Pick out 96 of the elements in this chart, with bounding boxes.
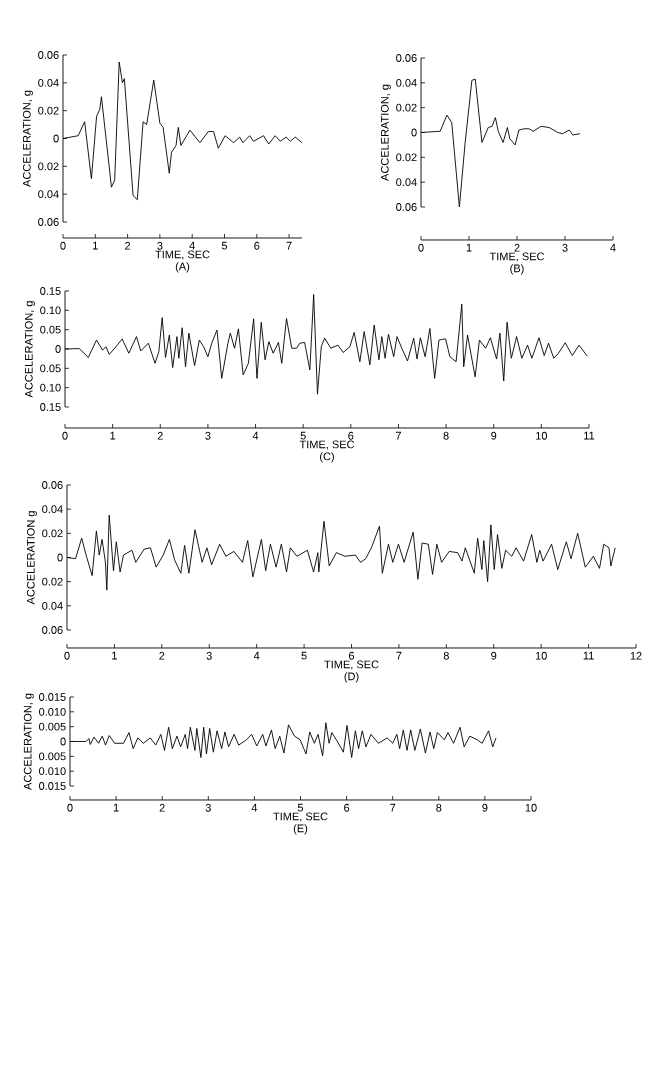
x-tick-label: 8	[443, 651, 449, 660]
y-axis-title: ACCELERATION, g	[380, 84, 391, 181]
x-tick-label: 1	[93, 241, 98, 250]
x-tick-label: 0	[67, 803, 73, 812]
x-axis-title: TIME, SEC	[273, 812, 328, 822]
x-tick-label: 5	[297, 803, 304, 812]
x-tick-label: 6	[254, 241, 260, 250]
y-tick-label: 0.06	[396, 203, 417, 211]
x-tick-label: 3	[205, 431, 211, 440]
y-tick-label: 0.02	[38, 106, 59, 115]
x-axis-title: TIME, SEC	[299, 440, 355, 450]
x-tick-label: 2	[157, 431, 163, 440]
x-tick-label: 2	[159, 651, 165, 660]
x-tick-label: 4	[610, 243, 616, 252]
x-tick-label: 10	[525, 803, 537, 812]
y-tick-label: 0.10	[40, 306, 61, 315]
y-tick-label: 0	[55, 345, 61, 353]
y-tick-label: 0.02	[42, 577, 63, 586]
y-tick-label: 0.15	[40, 287, 61, 295]
x-tick-label: 5	[301, 651, 307, 660]
y-tick-label: 0	[411, 128, 417, 137]
x-tick-label: 2	[514, 243, 520, 252]
x-tick-label: 3	[205, 803, 211, 812]
x-tick-label: 4	[189, 241, 195, 250]
x-tick-label: 6	[344, 803, 350, 812]
x-tick-label: 4	[253, 651, 260, 660]
y-tick-label: 0.06	[38, 218, 59, 226]
y-tick-label: 0.06	[396, 54, 417, 62]
y-tick-label: 0.04	[42, 505, 63, 514]
x-tick-label: 9	[491, 651, 497, 660]
text: (E)	[293, 824, 308, 835]
y-axis-title: ACCELERATION, g	[22, 90, 33, 187]
x-tick-label: 6	[348, 431, 354, 440]
y-tick-label: 0.02	[38, 162, 59, 171]
y-axis-title: ACCELERATION, g	[24, 301, 35, 398]
y-tick-label: 0.015	[39, 782, 66, 790]
y-tick-label: 0.005	[39, 722, 66, 731]
x-tick-label: 9	[482, 803, 488, 812]
y-tick-label: 0.05	[40, 325, 61, 334]
x-tick-label: 8	[443, 431, 449, 440]
x-tick-label: 2	[159, 803, 165, 812]
x-tick-label: 3	[206, 651, 212, 660]
y-tick-label: 0	[60, 737, 66, 746]
y-tick-label: 0.010	[39, 767, 66, 776]
y-tick-label: 0.04	[38, 78, 59, 87]
y-tick-label: 0.02	[42, 529, 63, 538]
x-tick-label: 7	[390, 803, 396, 812]
x-tick-label: 1	[466, 243, 472, 252]
x-tick-label: 11	[583, 651, 594, 660]
x-tick-label: 3	[157, 241, 163, 250]
x-tick-label: 4	[251, 803, 258, 812]
y-tick-label: 0.06	[42, 481, 63, 489]
y-axis-title: ACCELERATION, g	[23, 693, 34, 790]
y-tick-label: 0.02	[396, 153, 417, 162]
y-tick-label: 0	[57, 553, 63, 562]
x-tick-label: 1	[110, 431, 116, 440]
y-tick-label: 0.04	[42, 601, 63, 610]
x-tick-label: 9	[491, 431, 497, 440]
y-tick-label: 0.015	[39, 693, 66, 701]
y-tick-label: 0.10	[40, 383, 61, 392]
x-tick-label: 7	[395, 431, 401, 440]
text: (B)	[510, 264, 524, 275]
x-tick-label: 11	[584, 431, 595, 440]
x-axis-title: TIME, SEC	[489, 252, 545, 262]
y-tick-label: 0	[53, 134, 59, 143]
text: (D)	[344, 672, 359, 683]
x-tick-label: 1	[113, 803, 119, 812]
y-tick-label: 0.06	[42, 626, 63, 634]
x-tick-label: 4	[252, 431, 259, 440]
y-tick-label: 0.005	[39, 752, 66, 761]
x-tick-label: 7	[396, 651, 402, 660]
x-tick-label: 10	[536, 431, 548, 440]
x-tick-label: 5	[221, 241, 228, 250]
y-tick-label: 0.06	[38, 51, 59, 59]
y-tick-label: 0.04	[38, 190, 59, 199]
y-tick-label: 0.04	[396, 78, 417, 87]
y-tick-label: 0.05	[40, 364, 61, 373]
y-axis-title: ACCELERATION g	[26, 511, 37, 605]
text: (C)	[320, 452, 334, 463]
x-axis-title: TIME, SEC	[324, 660, 379, 670]
text: (A)	[175, 262, 190, 273]
x-tick-label: 3	[562, 243, 568, 252]
y-tick-label: 0.010	[39, 707, 66, 716]
y-tick-label: 0.04	[396, 178, 417, 187]
y-tick-label: 0.02	[396, 103, 417, 112]
y-tick-label: 0.15	[40, 403, 61, 411]
x-tick-label: 7	[286, 241, 292, 250]
x-tick-label: 8	[436, 803, 442, 812]
x-tick-label: 5	[300, 431, 306, 440]
x-tick-label: 2	[125, 241, 131, 250]
x-tick-label: 0	[418, 243, 424, 252]
x-axis-title: TIME, SEC	[155, 250, 210, 260]
x-tick-label: 10	[535, 651, 547, 660]
x-tick-label: 1	[112, 651, 117, 660]
x-tick-label: 6	[349, 651, 355, 660]
x-tick-label: 12	[630, 651, 642, 660]
